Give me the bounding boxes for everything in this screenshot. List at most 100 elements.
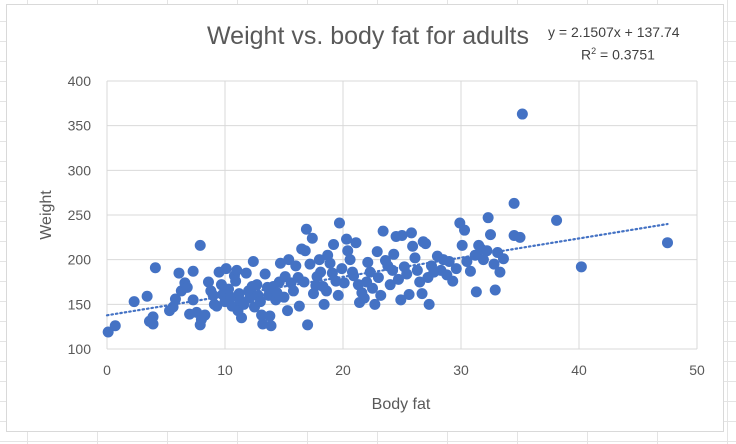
data-point <box>407 240 419 252</box>
data-point <box>147 318 159 330</box>
data-point <box>375 289 387 301</box>
data-point <box>128 296 140 308</box>
data-point <box>251 279 263 291</box>
data-point <box>403 289 415 301</box>
chart-area[interactable] <box>6 4 724 432</box>
data-point <box>313 254 325 266</box>
data-point <box>450 263 462 275</box>
data-point <box>377 225 389 237</box>
trendline-equation: y = 2.1507x + 137.74 <box>548 24 680 40</box>
data-point <box>265 320 277 332</box>
data-point <box>348 270 360 282</box>
data-point <box>211 300 223 312</box>
data-point <box>344 254 356 266</box>
data-point <box>187 265 199 277</box>
data-point <box>423 298 435 310</box>
x-axis-ticks: 0 10 20 30 40 50 <box>103 362 705 378</box>
data-point <box>330 275 342 287</box>
data-point <box>369 298 381 310</box>
data-point <box>409 252 421 264</box>
data-point <box>328 238 340 250</box>
data-point <box>482 212 494 224</box>
data-point <box>551 214 563 226</box>
chart-title: Weight vs. body fat for adults <box>207 22 529 50</box>
data-point <box>456 239 468 251</box>
data-point <box>516 108 528 120</box>
data-point <box>575 261 587 273</box>
data-point <box>283 254 295 266</box>
data-point <box>447 275 459 287</box>
data-point <box>247 255 259 267</box>
data-point <box>401 268 413 280</box>
data-point <box>207 289 219 301</box>
data-point <box>278 291 290 303</box>
data-point <box>420 238 432 250</box>
data-point <box>489 284 501 296</box>
y-axis-label: Weight <box>38 190 55 240</box>
data-point <box>293 300 305 312</box>
data-point <box>342 245 354 257</box>
data-point <box>372 272 384 284</box>
data-point <box>367 282 378 294</box>
x-tick-label: 10 <box>217 362 233 378</box>
data-point <box>315 266 327 278</box>
x-axis-label: Body fat <box>372 396 431 413</box>
data-point <box>220 263 232 275</box>
data-point <box>304 258 316 270</box>
data-point <box>194 239 206 251</box>
data-point <box>282 305 294 317</box>
data-point <box>470 286 482 298</box>
data-point <box>332 289 344 301</box>
data-point <box>320 285 332 297</box>
data-point <box>324 257 336 269</box>
x-tick-label: 50 <box>689 362 705 378</box>
data-point <box>488 258 500 270</box>
data-point <box>231 264 243 276</box>
y-tick-label: 250 <box>68 207 92 223</box>
data-point <box>494 266 506 278</box>
y-axis-ticks: 100 150 200 250 300 350 400 <box>68 73 92 357</box>
data-point <box>318 298 330 310</box>
data-point <box>443 255 455 267</box>
data-point <box>414 276 426 288</box>
data-point <box>298 276 310 288</box>
data-point <box>187 294 199 306</box>
data-point <box>384 279 396 291</box>
data-point <box>477 254 489 266</box>
x-tick-label: 40 <box>571 362 587 378</box>
data-point <box>461 255 473 267</box>
y-tick-label: 400 <box>68 73 92 89</box>
x-tick-label: 20 <box>335 362 351 378</box>
data-point <box>508 197 520 209</box>
data-point <box>300 223 312 235</box>
data-point <box>173 267 185 279</box>
data-point <box>514 231 526 243</box>
data-point <box>350 237 362 249</box>
y-tick-label: 350 <box>68 118 92 134</box>
y-tick-label: 200 <box>68 252 92 268</box>
data-point <box>240 267 252 279</box>
data-point <box>338 277 350 289</box>
trendline-r-squared: R2 = 0.3751 <box>581 46 655 63</box>
data-point <box>169 293 181 305</box>
data-point <box>264 310 276 322</box>
data-point <box>481 245 493 257</box>
data-point <box>149 262 161 274</box>
x-tick-label: 0 <box>103 362 111 378</box>
data-point <box>416 288 428 300</box>
data-point <box>274 257 286 269</box>
data-point <box>299 245 311 257</box>
data-point <box>371 246 383 258</box>
data-point <box>341 233 353 245</box>
data-point <box>395 294 407 306</box>
data-point <box>464 265 476 277</box>
data-point <box>387 264 399 276</box>
data-point <box>202 276 214 288</box>
data-point <box>364 266 376 278</box>
data-point <box>388 248 400 260</box>
data-point <box>396 230 408 242</box>
data-point <box>459 224 471 236</box>
data-point <box>254 296 266 308</box>
data-point <box>392 273 404 285</box>
